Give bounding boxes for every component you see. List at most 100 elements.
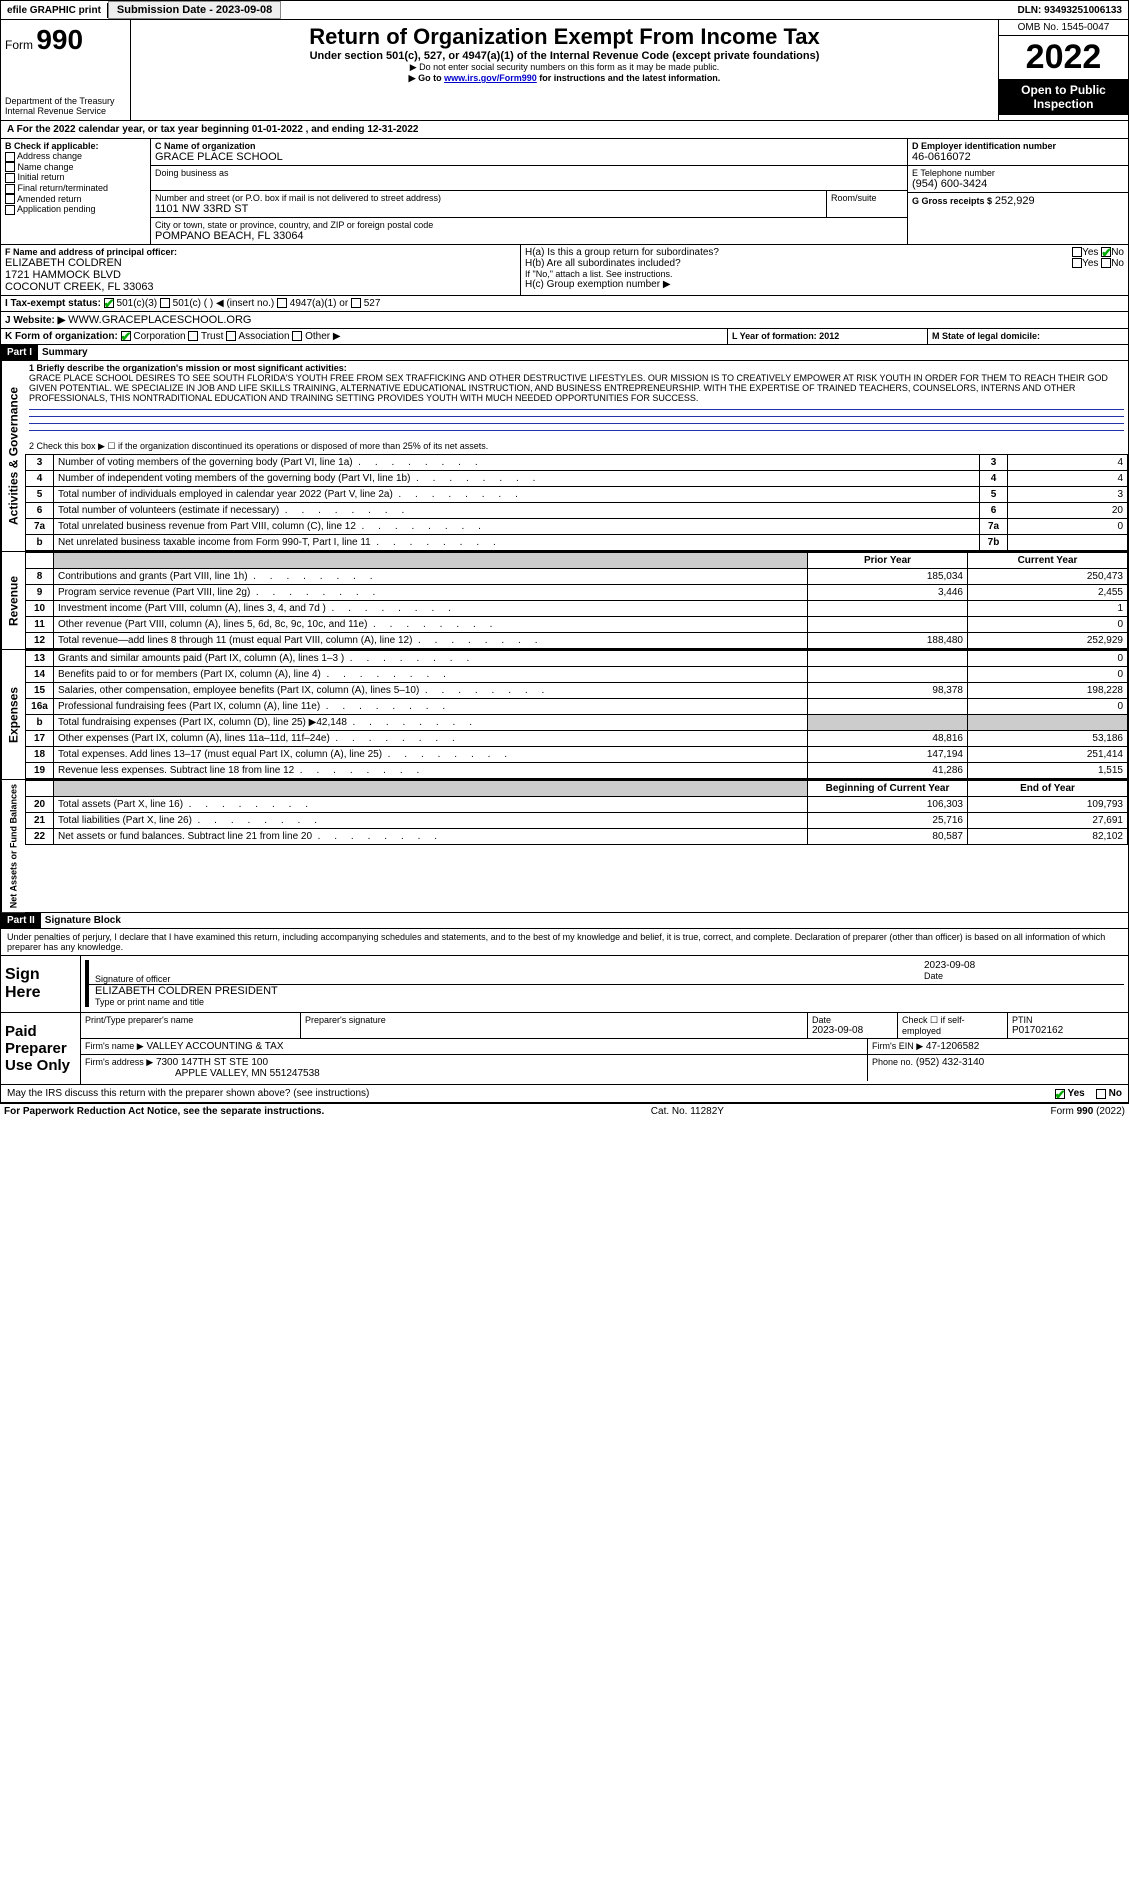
hc-row: H(c) Group exemption number ▶ (525, 279, 1124, 290)
footer-left: For Paperwork Reduction Act Notice, see … (4, 1106, 324, 1117)
phone-label: E Telephone number (912, 168, 1124, 178)
firm-phone: (952) 432-3140 (916, 1057, 984, 1068)
governance-table: 3Number of voting members of the governi… (25, 454, 1128, 551)
form-org-opt: Corporation (121, 331, 189, 342)
discuss-no: No (1109, 1088, 1122, 1099)
hb-yes-checkbox[interactable] (1072, 258, 1082, 268)
ein-label: D Employer identification number (912, 141, 1124, 151)
table-row: 17Other expenses (Part IX, column (A), l… (26, 731, 1128, 747)
sidebar-expenses: Expenses (1, 650, 25, 779)
yes-label: Yes (1082, 247, 1098, 258)
officer-addr2: COCONUT CREEK, FL 33063 (5, 281, 516, 293)
no-label2: No (1111, 258, 1124, 269)
part1-title: Summary (38, 345, 92, 360)
form-org-opt: Other ▶ (292, 331, 340, 342)
org-info-block: B Check if applicable: Address change Na… (0, 139, 1129, 245)
part2-header: Part II Signature Block (0, 913, 1129, 929)
form-no: 990 (36, 24, 83, 55)
type-name-label: Type or print name and title (95, 997, 1124, 1007)
website-val: WWW.GRACEPLACESCHOOL.ORG (68, 314, 251, 326)
check-amended-return: Amended return (5, 194, 146, 205)
ha-row: H(a) Is this a group return for subordin… (525, 247, 1124, 258)
expenses-table: 13Grants and similar amounts paid (Part … (25, 650, 1128, 779)
goto-note: ▶ Go to www.irs.gov/Form990 for instruct… (135, 73, 994, 84)
part2-title: Signature Block (41, 913, 125, 928)
org-name: GRACE PLACE SCHOOL (155, 151, 903, 163)
tax-status-opt: 501(c) ( ) ◀ (insert no.) (160, 298, 277, 309)
website-row: J Website: ▶ WWW.GRACEPLACESCHOOL.ORG (0, 312, 1129, 329)
yes-label2: Yes (1082, 258, 1098, 269)
table-row: 18Total expenses. Add lines 13–17 (must … (26, 747, 1128, 763)
goto-pre: ▶ Go to (409, 73, 444, 83)
firm-name: VALLEY ACCOUNTING & TAX (146, 1041, 283, 1052)
hb-no-checkbox[interactable] (1101, 258, 1111, 268)
revenue-section: Revenue Prior YearCurrent Year8Contribut… (0, 552, 1129, 650)
klm-row: K Form of organization: Corporation Trus… (0, 329, 1129, 345)
firm-name-label: Firm's name ▶ (85, 1041, 144, 1051)
room-label: Room/suite (831, 193, 903, 203)
prep-date-label: Date (812, 1015, 893, 1025)
table-row: 4Number of independent voting members of… (26, 471, 1128, 487)
m-label: M State of legal domicile: (932, 331, 1040, 341)
j-label: J Website: ▶ (5, 315, 65, 326)
discuss-yes-checkbox[interactable] (1055, 1089, 1065, 1099)
table-row: 3Number of voting members of the governi… (26, 455, 1128, 471)
table-row: 15Salaries, other compensation, employee… (26, 683, 1128, 699)
omb-label: OMB No. 1545-0047 (999, 20, 1128, 36)
governance-section: Activities & Governance 1 Briefly descri… (0, 361, 1129, 552)
form-title: Return of Organization Exempt From Incom… (135, 24, 994, 50)
netassets-section: Net Assets or Fund Balances Beginning of… (0, 780, 1129, 913)
officer-addr1: 1721 HAMMOCK BLVD (5, 269, 516, 281)
b-label: B Check if applicable: (5, 141, 146, 151)
table-row: 22Net assets or fund balances. Subtract … (26, 829, 1128, 845)
table-row: 7aTotal unrelated business revenue from … (26, 519, 1128, 535)
mission-text: GRACE PLACE SCHOOL DESIRES TO SEE SOUTH … (29, 373, 1124, 403)
discuss-label: May the IRS discuss this return with the… (7, 1088, 369, 1099)
check-applicable: B Check if applicable: Address change Na… (1, 139, 151, 244)
ein-val: 46-0616072 (912, 151, 1124, 163)
perjury-text: Under penalties of perjury, I declare th… (0, 929, 1129, 956)
tax-status-opt: 501(c)(3) (104, 298, 160, 309)
self-employed: Check ☐ if self-employed (898, 1013, 1008, 1038)
table-row: 12Total revenue—add lines 8 through 11 (… (26, 633, 1128, 649)
firm-ein-label: Firm's EIN ▶ (872, 1041, 923, 1051)
line2-text: 2 Check this box ▶ ☐ if the organization… (25, 439, 1128, 454)
gross-label: G Gross receipts $ (912, 196, 992, 206)
ha-label: H(a) Is this a group return for subordin… (525, 247, 719, 258)
netassets-table: Beginning of Current YearEnd of Year20To… (25, 780, 1128, 845)
paid-preparer-label: Paid Preparer Use Only (1, 1013, 81, 1084)
form-org-opt: Association (226, 331, 292, 342)
tax-status-opt: 527 (351, 298, 380, 309)
officer-block: F Name and address of principal officer:… (0, 245, 1129, 296)
table-row: 16aProfessional fundraising fees (Part I… (26, 699, 1128, 715)
sidebar-governance: Activities & Governance (1, 361, 25, 551)
footer-mid: Cat. No. 11282Y (651, 1106, 724, 1117)
ha-no-checkbox[interactable] (1101, 247, 1111, 257)
form-header: Form 990 Department of the Treasury Inte… (0, 20, 1129, 121)
table-row: bNet unrelated business taxable income f… (26, 535, 1128, 551)
dln-label: DLN: 93493251006133 (1011, 3, 1128, 18)
dept-label: Department of the Treasury (5, 96, 126, 106)
table-row: 11Other revenue (Part VIII, column (A), … (26, 617, 1128, 633)
submission-date-button[interactable]: Submission Date - 2023-09-08 (108, 1, 281, 19)
line1-label: 1 Briefly describe the organization's mi… (29, 363, 1124, 373)
table-row: 21Total liabilities (Part X, line 26)25,… (26, 813, 1128, 829)
table-row: 13Grants and similar amounts paid (Part … (26, 651, 1128, 667)
table-row: bTotal fundraising expenses (Part IX, co… (26, 715, 1128, 731)
check-final-return-terminated: Final return/terminated (5, 183, 146, 194)
f-label: F Name and address of principal officer: (5, 247, 516, 257)
tax-year: 2022 (999, 36, 1128, 79)
l-label: L Year of formation: 2012 (732, 331, 839, 341)
org-city: POMPANO BEACH, FL 33064 (155, 230, 903, 242)
discuss-yes: Yes (1068, 1088, 1085, 1099)
part1-hdr: Part I (1, 345, 38, 360)
table-row: 10Investment income (Part VIII, column (… (26, 601, 1128, 617)
k-label: K Form of organization: (5, 331, 118, 342)
ha-yes-checkbox[interactable] (1072, 247, 1082, 257)
irs-link[interactable]: www.irs.gov/Form990 (444, 73, 537, 83)
part1-header: Part I Summary (0, 345, 1129, 361)
table-row: 8Contributions and grants (Part VIII, li… (26, 569, 1128, 585)
form-label: Form (5, 38, 33, 52)
discuss-no-checkbox[interactable] (1096, 1089, 1106, 1099)
period-row: A For the 2022 calendar year, or tax yea… (0, 121, 1129, 139)
